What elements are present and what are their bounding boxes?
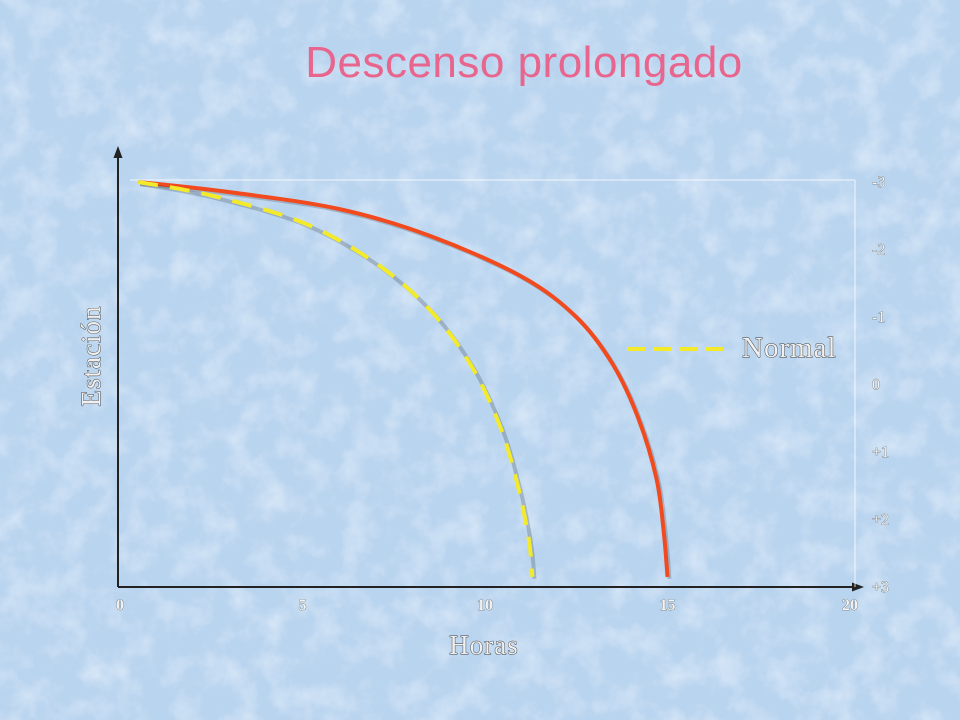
tick-labels: 0 5 10 15 20 -3 -2 -1 0 +1 +2 +3 (116, 174, 890, 615)
series-lines (137, 180, 672, 580)
y-tick-label: +3 (872, 579, 889, 596)
y-tick-label: +1 (872, 444, 889, 461)
x-tick-label: 5 (299, 597, 307, 614)
x-tick-label: 20 (842, 597, 858, 614)
y-tick-label: +2 (872, 512, 889, 529)
solid-prolonged-curve (138, 180, 670, 578)
y-tick-label: -1 (872, 309, 885, 326)
y-axis-arrow (113, 146, 123, 158)
legend: Normal (627, 332, 837, 364)
x-tick-label: 0 (116, 597, 124, 614)
x-tick-label: 15 (660, 597, 676, 614)
y-tick-label: 0 (872, 377, 880, 394)
x-tick-label: 10 (477, 597, 493, 614)
x-axis-arrow (852, 582, 864, 592)
y-tick-label: -2 (872, 242, 885, 259)
x-axis-label: Horas (449, 630, 518, 660)
y-axis-label: Estación (76, 306, 106, 407)
dashed-normal-curve (137, 180, 535, 578)
legend-label-normal: Normal (742, 332, 837, 364)
solid-prolonged-curve-shadow (140, 182, 672, 580)
chart-title: Descenso prolongado (305, 38, 743, 87)
axes (113, 146, 864, 592)
dashed-normal-curve-shadow (139, 182, 537, 580)
y-tick-label: -3 (872, 174, 885, 191)
